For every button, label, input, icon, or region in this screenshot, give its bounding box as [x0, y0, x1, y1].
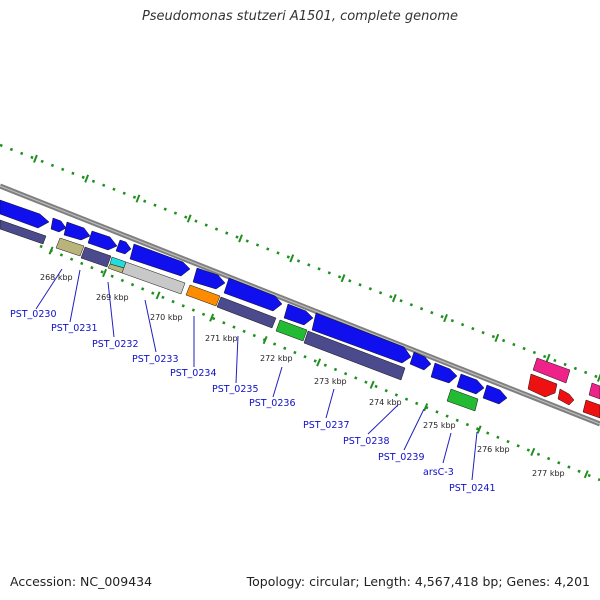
ruler-tick	[186, 214, 192, 223]
cds-box	[80, 246, 112, 268]
orange-box	[185, 284, 221, 307]
leader-line	[325, 388, 335, 419]
leader-line	[144, 299, 157, 353]
leader-line	[272, 366, 283, 398]
ruler-tick	[316, 358, 322, 367]
pink-box	[532, 357, 571, 384]
cds-arrow	[311, 312, 412, 364]
outer-ruler	[0, 143, 600, 380]
cds-box	[303, 330, 406, 381]
kbp-label: 275 kbp	[423, 421, 456, 430]
cds-arrow	[0, 199, 50, 229]
gene-label: PST_0239	[378, 452, 425, 463]
cds-arrow	[129, 243, 191, 277]
leader-line	[35, 268, 63, 310]
outer-major-ticks	[33, 154, 600, 382]
ruler-tick	[369, 380, 375, 389]
accession-text: Accession: NC_009434	[10, 574, 153, 589]
ruler-tick	[238, 234, 243, 243]
leader-line	[471, 431, 478, 481]
gene-label: PST_0232	[92, 339, 139, 350]
kbp-label: 269 kbp	[96, 293, 129, 302]
red-arrow	[527, 373, 558, 398]
ruler-tick	[423, 403, 429, 412]
leader-line	[69, 269, 81, 323]
ruler-tick	[102, 268, 108, 278]
ruler-tick	[545, 353, 551, 362]
ruler-tick	[583, 470, 589, 479]
cds-arrow	[482, 384, 508, 405]
ruler-tick	[84, 174, 90, 183]
cds-arrow	[192, 267, 226, 290]
gene-labels: PST_0230 PST_0231 PST_0232 PST_0233 PST_…	[10, 309, 496, 494]
gene-label: PST_0230	[10, 309, 57, 320]
ruler-tick	[443, 313, 448, 323]
leader-line	[403, 408, 425, 451]
leader-line	[235, 335, 239, 384]
ruler-tick	[596, 373, 600, 382]
ruler-tick	[391, 294, 397, 303]
ruler-tick	[476, 425, 482, 434]
ruler-tick	[530, 447, 536, 456]
rna-box	[55, 237, 85, 257]
cds-arrow	[115, 239, 132, 255]
cds-arrow	[409, 351, 432, 371]
leader-line	[442, 432, 452, 464]
cds-arrow	[430, 362, 458, 384]
gene-label: PST_0241	[449, 483, 496, 494]
genome-summary-text: Topology: circular; Length: 4,567,418 bp…	[246, 574, 590, 589]
backbone-highlight	[0, 185, 600, 425]
kbp-label: 271 kbp	[205, 334, 238, 343]
gene-label: PST_0233	[132, 354, 179, 365]
reverse-features	[0, 219, 600, 419]
gene-label: PST_0231	[51, 323, 98, 334]
ruler-tick	[135, 194, 141, 203]
gene-label: PST_0234	[170, 368, 217, 379]
map-title: Pseudomonas stutzeri A1501, complete gen…	[141, 9, 459, 24]
ruler-tick	[33, 154, 38, 163]
leader-line	[367, 404, 399, 435]
gene-label: PST_0238	[343, 436, 390, 447]
gene-label: PST_0237	[303, 420, 350, 431]
green-box	[275, 319, 308, 342]
cds-arrow	[50, 217, 67, 233]
gene-label: arsC-3	[423, 467, 454, 478]
red-arrow	[557, 388, 575, 406]
cds-arrow	[63, 221, 91, 241]
kbp-label: 276 kbp	[477, 445, 510, 454]
pink-box	[588, 382, 600, 400]
cds-box	[0, 219, 47, 245]
inner-major-ticks	[48, 246, 589, 479]
ruler-tick	[289, 254, 295, 263]
kbp-label: 270 kbp	[150, 313, 183, 322]
green-box	[446, 388, 479, 412]
cds-arrow	[456, 373, 485, 395]
ruler-tick	[155, 291, 161, 300]
cds-arrow	[87, 230, 118, 251]
cds-arrow	[283, 303, 314, 326]
pseudo-box	[121, 261, 186, 295]
kbp-label: 274 kbp	[369, 398, 402, 407]
gene-leader-lines	[35, 268, 478, 481]
kbp-label: 272 kbp	[260, 354, 293, 363]
ruler-tick	[48, 246, 54, 255]
gene-label: PST_0235	[212, 384, 259, 395]
leader-line	[107, 281, 115, 338]
ruler-tick	[494, 333, 500, 343]
cds-arrow	[223, 277, 283, 312]
gene-label: PST_0236	[249, 398, 296, 409]
kbp-label: 277 kbp	[532, 469, 565, 478]
kbp-label: 273 kbp	[314, 377, 347, 386]
red-box	[582, 399, 600, 419]
inner-ruler	[39, 244, 600, 482]
cds-box	[216, 296, 277, 329]
ruler-tick	[262, 336, 268, 345]
forward-features	[0, 199, 508, 405]
ruler-tick	[209, 313, 215, 322]
ruler-tick	[340, 274, 346, 283]
